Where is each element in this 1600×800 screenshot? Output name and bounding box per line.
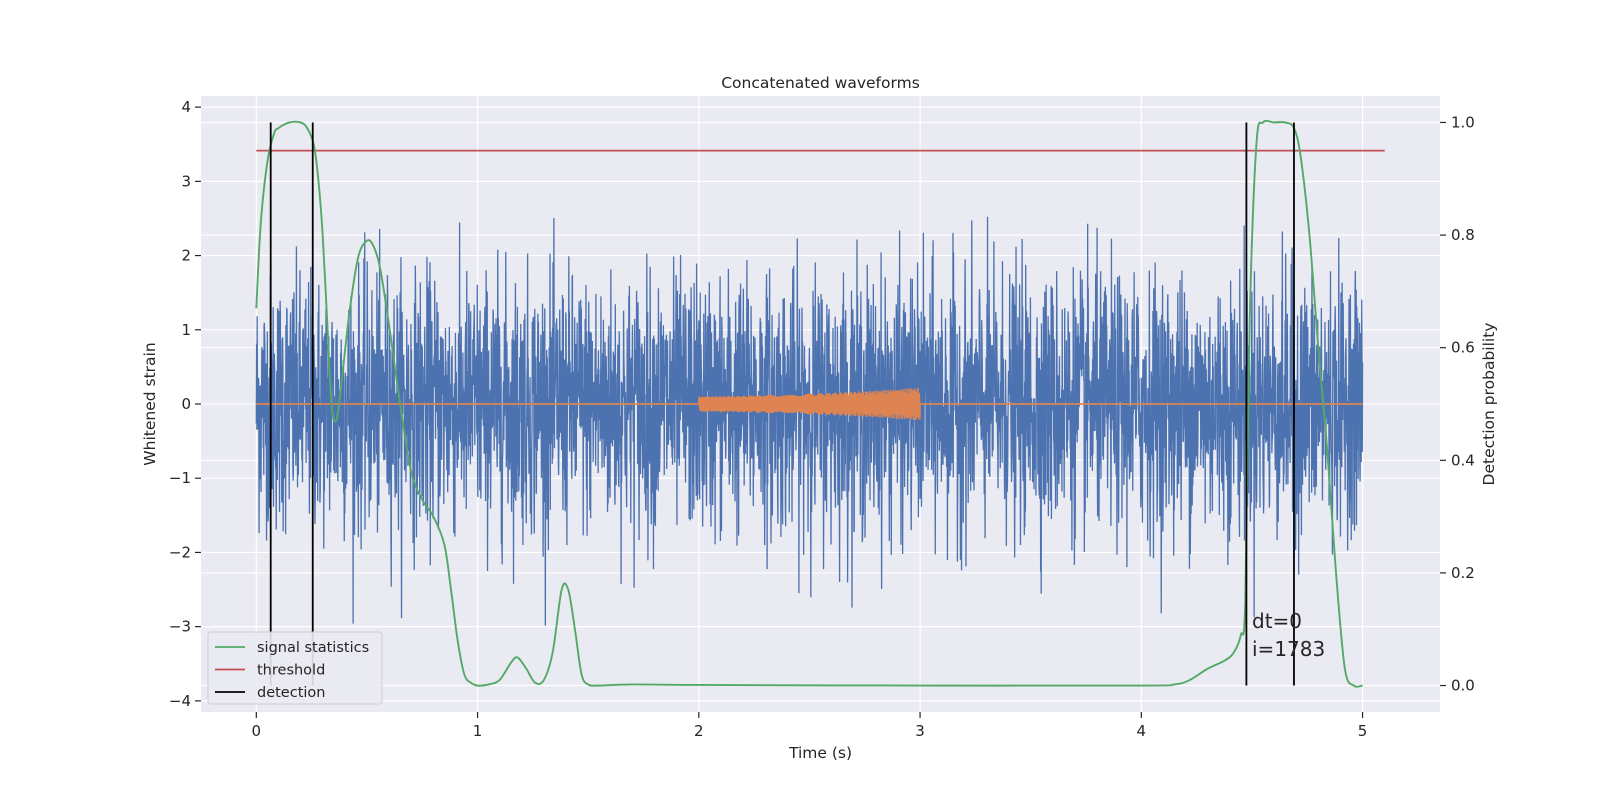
- series-noise-line: [255, 216, 1364, 626]
- y-tick-label: 2: [181, 247, 191, 265]
- annotation-dt: dt=0: [1252, 609, 1302, 633]
- x-tick-label: 0: [252, 722, 262, 740]
- series-injection-line: [256, 387, 1363, 420]
- x-axis-label: Time (s): [788, 744, 852, 762]
- x-tick-label: 4: [1137, 722, 1147, 740]
- y2-tick-label: 0.2: [1451, 564, 1475, 582]
- legend-box: [207, 631, 383, 705]
- y-tick-label: −4: [169, 692, 191, 710]
- y2-tick-label: 0.8: [1451, 226, 1475, 244]
- y2-tick-label: 0.4: [1451, 451, 1475, 469]
- series-signal-statistics-line: [255, 119, 1363, 688]
- legend-label-detection: detection: [257, 685, 325, 701]
- y-tick-label: −2: [169, 543, 191, 561]
- y-tick-label: −1: [169, 469, 191, 487]
- x-tick-label: 1: [473, 722, 483, 740]
- y2-axis-label: Detection probability: [1480, 323, 1498, 486]
- y-tick-label: 0: [181, 395, 191, 413]
- plot-area: [255, 119, 1385, 688]
- legend-label-threshold: threshold: [257, 663, 325, 679]
- chart-title: Concatenated waveforms: [721, 74, 920, 92]
- legend-label-signal-statistics: signal statistics: [257, 640, 369, 656]
- y2-tick-label: 0.0: [1451, 677, 1475, 695]
- annotation-i: i=1783: [1252, 637, 1325, 661]
- x-tick-label: 2: [694, 722, 704, 740]
- y-tick-label: −3: [169, 618, 191, 636]
- x-tick-label: 3: [915, 722, 925, 740]
- x-tick-label: 5: [1358, 722, 1368, 740]
- y2-tick-label: 1.0: [1451, 113, 1475, 131]
- y-axis-label: Whitened strain: [141, 342, 159, 465]
- y-tick-label: 4: [181, 98, 191, 116]
- y2-tick-label: 0.6: [1451, 339, 1475, 357]
- y-tick-label: 3: [181, 172, 191, 190]
- legend: signal statistics threshold detection: [207, 631, 383, 705]
- axes: 0 1 2 3 4 5 −4 −3 −2 −1 0 1 2 3 4 0.0 0.2 0.4 0.6 0.8 1.0: [169, 98, 1475, 740]
- y-tick-label: 1: [181, 321, 191, 339]
